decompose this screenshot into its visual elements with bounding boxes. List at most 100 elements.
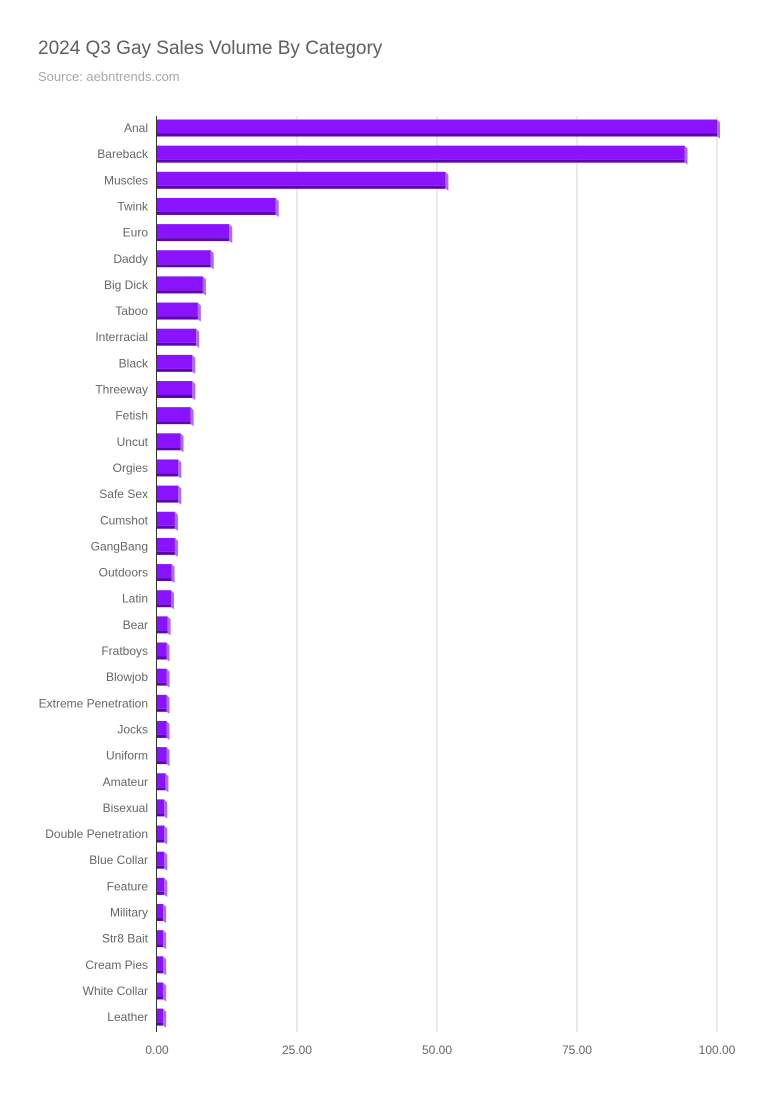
x-tick-label: 100.00	[699, 1043, 736, 1057]
bar-side-face	[163, 904, 167, 923]
bar-side-face	[229, 224, 233, 244]
bar-front-face	[157, 485, 179, 500]
bar-front-face	[157, 877, 165, 892]
bar-bottom-face	[157, 682, 167, 686]
bar-bottom-face	[157, 813, 165, 817]
bar-bottom-face	[157, 630, 168, 634]
bar-bottom-face	[157, 368, 193, 372]
bar-side-face	[192, 354, 196, 374]
category-label: Bisexual	[103, 801, 148, 815]
bar-front-face	[157, 956, 164, 971]
bar-bottom-face	[157, 970, 164, 974]
category-label: Extreme Penetration	[39, 696, 148, 710]
category-label: Bear	[123, 618, 148, 632]
bar-front-face	[157, 354, 193, 369]
x-tick-labels: 0.00 25.00 50.00 75.00 100.00	[145, 1043, 735, 1057]
bar	[157, 119, 720, 139]
bar	[157, 485, 182, 505]
bar	[157, 877, 168, 897]
bar	[157, 302, 201, 322]
bar-front-face	[157, 982, 164, 997]
bar	[157, 930, 167, 950]
bar-side-face	[164, 825, 168, 845]
bar-bottom-face	[157, 708, 167, 712]
category-label: Leather	[107, 1010, 148, 1024]
category-label: Orgies	[113, 461, 148, 475]
bar-bottom-face	[157, 159, 685, 163]
bar-bottom-face	[157, 421, 191, 425]
bar-front-face	[157, 851, 165, 866]
bar-front-face	[157, 590, 171, 605]
bar-side-face	[196, 328, 200, 348]
x-tick-label: 50.00	[422, 1043, 452, 1057]
category-labels: Anal Bareback Muscles Twink Euro Daddy Big Dic…	[39, 121, 149, 1024]
category-label: White Collar	[83, 984, 148, 998]
bar-side-face	[165, 773, 169, 793]
category-label: Threeway	[95, 383, 148, 397]
bar-front-face	[157, 511, 175, 526]
category-label: Jocks	[117, 722, 148, 736]
bar-side-face	[166, 642, 170, 662]
bar-side-face	[178, 459, 182, 479]
bar-side-face	[163, 1008, 167, 1028]
bar-bottom-face	[157, 551, 175, 555]
bar-bottom-face	[157, 996, 164, 1000]
category-label: Big Dick	[104, 278, 149, 292]
bar-side-face	[202, 276, 206, 296]
bar-bottom-face	[157, 264, 211, 268]
bar-front-face	[157, 668, 167, 683]
bar-front-face	[157, 930, 164, 945]
bar	[157, 747, 170, 767]
bar-front-face	[157, 276, 203, 291]
bar-front-face	[157, 799, 165, 814]
bars	[157, 119, 720, 1028]
bar	[157, 171, 449, 191]
category-label: Amateur	[103, 775, 148, 789]
category-label: Fetish	[115, 409, 148, 423]
bar-front-face	[157, 433, 181, 448]
category-label: Fratboys	[101, 644, 148, 658]
bar-front-face	[157, 407, 191, 422]
bar-bottom-face	[157, 578, 172, 582]
bar-side-face	[171, 564, 175, 584]
bar-bottom-face	[157, 944, 164, 948]
x-tick-label: 25.00	[282, 1043, 312, 1057]
bar-side-face	[163, 930, 167, 950]
bar-side-face	[174, 537, 178, 557]
category-label: Double Penetration	[45, 827, 148, 841]
bar	[157, 956, 167, 976]
bar-front-face	[157, 904, 164, 918]
bar	[157, 407, 194, 427]
bar	[157, 590, 174, 610]
category-label: Military	[110, 906, 148, 920]
bar-side-face	[190, 407, 194, 427]
bar-bottom-face	[157, 604, 171, 608]
bar-front-face	[157, 302, 198, 317]
bar-side-face	[164, 851, 168, 871]
bar-bottom-face	[157, 734, 167, 738]
bar	[157, 616, 171, 636]
bar-front-face	[157, 250, 211, 265]
bar-side-face	[164, 877, 168, 897]
bar-front-face	[157, 537, 175, 552]
bar-front-face	[157, 642, 167, 657]
category-label: Interracial	[95, 330, 148, 344]
category-label: Daddy	[113, 252, 148, 266]
bar-front-face	[157, 1008, 164, 1023]
category-label: Cream Pies	[85, 958, 148, 972]
bar-side-face	[174, 511, 178, 531]
bar-front-face	[157, 381, 193, 395]
chart-title: 2024 Q3 Gay Sales Volume By Category	[38, 38, 383, 59]
category-label: Euro	[123, 226, 149, 240]
category-label: Outdoors	[99, 566, 148, 580]
bar-bottom-face	[157, 839, 165, 843]
bar-bottom-face	[157, 342, 197, 346]
bar	[157, 642, 170, 662]
bar	[157, 694, 170, 714]
bar	[157, 537, 178, 557]
category-label: Anal	[124, 121, 148, 135]
bar	[157, 459, 182, 479]
bar-bottom-face	[157, 133, 717, 137]
bar-side-face	[171, 590, 174, 610]
bar	[157, 1008, 167, 1028]
